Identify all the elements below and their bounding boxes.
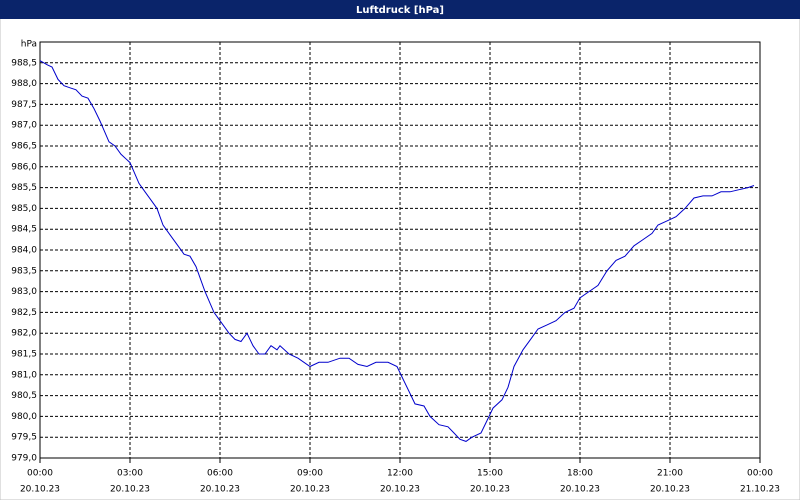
y-tick-label: 985,0: [11, 204, 37, 214]
x-tick-date: 20.10.23: [290, 485, 330, 495]
x-tick-date: 20.10.23: [110, 485, 150, 495]
y-tick-label: 988,0: [11, 79, 37, 89]
y-tick-label: 981,0: [11, 370, 37, 380]
x-tick-label: 03:00: [117, 469, 143, 479]
y-tick-label: 984,5: [11, 225, 37, 235]
x-tick-label: 00:00: [27, 469, 53, 479]
y-tick-label: 981,5: [11, 350, 37, 360]
x-tick-date: 20.10.23: [380, 485, 420, 495]
y-tick-label: 979,5: [11, 433, 37, 443]
y-tick-label: 985,5: [11, 183, 37, 193]
x-tick-date: 20.10.23: [470, 485, 510, 495]
y-tick-label: 979,0: [11, 454, 37, 464]
title-bar: [0, 0, 800, 19]
chart-title: Luftdruck [hPa]: [356, 5, 444, 16]
x-tick-label: 12:00: [387, 469, 413, 479]
x-tick-label: 00:00: [747, 469, 773, 479]
y-tick-label: 983,5: [11, 266, 37, 276]
data-line: [39, 60, 755, 442]
y-tick-label: 983,0: [11, 287, 37, 297]
x-tick-date: 20.10.23: [650, 485, 690, 495]
y-tick-label: 987,0: [11, 121, 37, 131]
x-tick-label: 18:00: [567, 469, 593, 479]
x-tick-date: 20.10.23: [200, 485, 240, 495]
y-tick-label: 980,0: [11, 412, 37, 422]
x-tick-date: 20.10.23: [20, 485, 60, 495]
y-tick-label: 988,5: [11, 58, 37, 68]
y-unit: hPa: [21, 40, 37, 50]
x-tick-date: 21.10.23: [740, 485, 780, 495]
y-tick-label: 982,0: [11, 329, 37, 339]
y-tick-label: 984,0: [11, 246, 37, 256]
x-tick-label: 15:00: [477, 469, 503, 479]
y-tick-label: 987,5: [11, 100, 37, 110]
y-tick-label: 986,0: [11, 162, 37, 172]
y-tick-label: 986,5: [11, 142, 37, 152]
y-tick-label: 980,5: [11, 391, 37, 401]
x-tick-label: 06:00: [207, 469, 233, 479]
x-tick-label: 21:00: [657, 469, 683, 479]
x-tick-date: 20.10.23: [560, 485, 600, 495]
x-tick-label: 09:00: [297, 469, 323, 479]
y-tick-label: 982,5: [11, 308, 37, 318]
